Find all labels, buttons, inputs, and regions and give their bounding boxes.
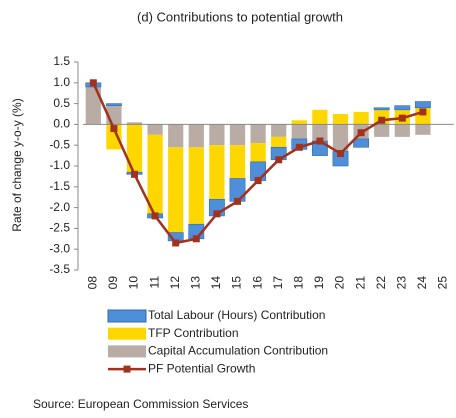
y-tick-label: -3.5: [49, 262, 70, 276]
line-marker: [89, 79, 97, 87]
line-marker: [131, 170, 138, 178]
y-tick-label: -1.5: [49, 179, 70, 193]
bar-segment: [106, 124, 122, 150]
y-tick-label: 0.5: [53, 96, 70, 110]
x-tick-label: 10: [127, 276, 141, 290]
line-marker: [110, 125, 118, 133]
bar-segment: [147, 134, 163, 214]
line-marker: [419, 108, 427, 116]
y-tick-label: -3.0: [49, 241, 70, 255]
bar-segment: [312, 109, 328, 125]
legend-marker: [123, 365, 131, 373]
source: Source: European Commission Services: [33, 397, 248, 411]
bar-segment: [147, 124, 163, 135]
bar-segment: [291, 120, 307, 125]
line-marker: [234, 197, 241, 205]
bar-segment: [188, 147, 204, 225]
bar-segment: [332, 114, 349, 125]
line-marker: [254, 177, 262, 185]
y-axis-title: Rate of change y-o-y (%): [10, 98, 24, 231]
x-tick-label: 22: [374, 276, 388, 290]
line-marker: [378, 116, 386, 124]
legend-label: TFP Contribution: [148, 326, 239, 340]
legend-label: Total Labour (Hours) Contribution: [148, 308, 325, 322]
x-tick-label: 23: [394, 276, 408, 290]
bar-segment: [209, 124, 225, 146]
line-marker: [213, 210, 221, 218]
bar-segment: [271, 124, 287, 137]
line-marker: [172, 239, 180, 247]
bar-segment: [291, 124, 307, 139]
bar-segment: [209, 145, 225, 200]
line-marker: [357, 129, 365, 137]
y-tick-label: -0.5: [49, 137, 70, 151]
bar-segment: [229, 145, 246, 179]
x-tick-label: 25: [436, 276, 450, 290]
bar-segment: [353, 111, 369, 125]
x-tick-label: 16: [250, 276, 264, 290]
x-tick-label: 24: [415, 276, 429, 290]
bar-segment: [394, 124, 410, 137]
chart-title: (d) Contributions to potential growth: [137, 9, 343, 24]
x-tick-label: 19: [312, 276, 326, 290]
legend-label: Capital Accumulation Contribution: [148, 344, 328, 358]
bar-segment: [394, 105, 411, 111]
bar-segment: [250, 143, 266, 162]
legend-label: PF Potential Growth: [148, 361, 255, 375]
bar-segment: [332, 124, 349, 152]
x-tick-label: 15: [230, 276, 244, 290]
bar-segment: [414, 101, 431, 109]
legend-swatch: [108, 345, 146, 358]
bar-segment: [126, 122, 143, 125]
bar-segment: [229, 124, 246, 146]
x-tick-label: 18: [291, 276, 305, 290]
bar-segment: [250, 124, 266, 144]
legend-swatch: [107, 309, 147, 323]
x-tick-label: 14: [209, 276, 223, 290]
bar-segment: [105, 103, 122, 106]
y-tick-label: 1.0: [53, 75, 70, 89]
legend-swatch: [108, 327, 146, 340]
bar-segment: [271, 136, 287, 148]
x-tick-label: 20: [333, 276, 347, 290]
y-tick-label: -2.5: [49, 221, 70, 235]
bar-segment: [168, 124, 184, 148]
bar-segment: [374, 124, 390, 137]
line-marker: [151, 212, 159, 220]
y-tick-label: -1.0: [49, 158, 70, 172]
bar-segment: [168, 147, 184, 233]
x-tick-label: 08: [85, 276, 99, 290]
bar-segment: [353, 138, 370, 148]
line-marker: [316, 137, 324, 145]
x-tick-label: 11: [147, 276, 161, 289]
x-tick-label: 12: [168, 276, 182, 290]
line-marker: [398, 114, 406, 122]
bar-segment: [312, 124, 328, 142]
y-tick-label: 0.0: [53, 117, 70, 131]
bar-segment: [85, 86, 101, 125]
bar-segment: [126, 124, 143, 173]
bar-segment: [373, 107, 390, 111]
x-tick-label: 09: [106, 276, 120, 290]
bar-segment: [415, 124, 431, 135]
line-marker: [192, 235, 200, 243]
line-marker: [337, 150, 344, 158]
line-marker: [295, 143, 303, 151]
x-tick-label: 21: [353, 276, 367, 290]
y-tick-label: 1.5: [53, 54, 70, 68]
y-tick-label: -2.0: [49, 200, 70, 214]
x-tick-label: 13: [188, 276, 202, 290]
line-marker: [275, 156, 283, 164]
x-tick-label: 17: [271, 276, 285, 290]
bar-segment: [188, 124, 204, 148]
